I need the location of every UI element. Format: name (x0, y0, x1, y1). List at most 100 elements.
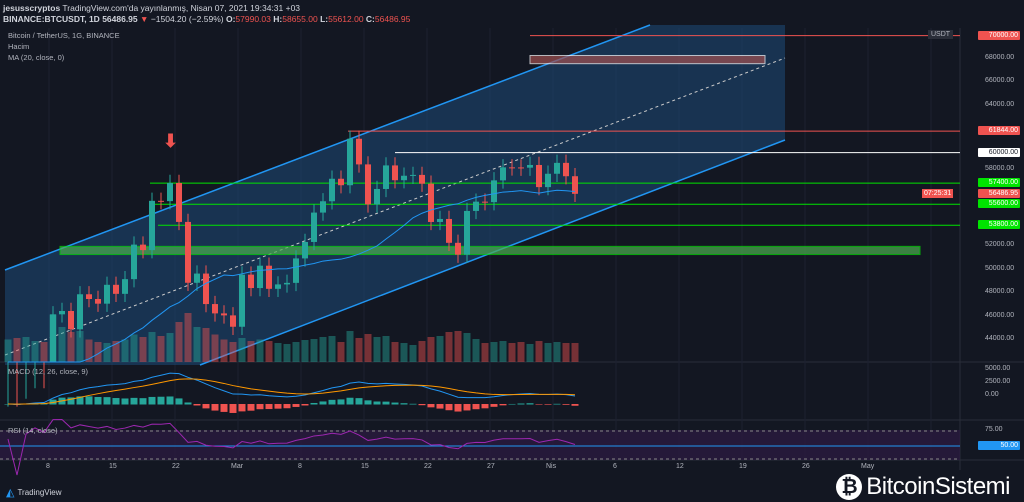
volume-bar (463, 333, 471, 362)
volume-bar (418, 341, 426, 362)
candle (545, 173, 551, 188)
down-arrow-icon: ⬇ (163, 131, 178, 151)
volume-bar (274, 343, 282, 362)
candle (365, 164, 371, 205)
price-tick: 50000.00 (985, 264, 1015, 272)
candle (464, 210, 470, 255)
price-tick: 64000.00 (985, 100, 1015, 108)
level-price-tag: 60000.00 (978, 147, 1020, 157)
volume-bar (328, 336, 336, 362)
volume-bar (481, 343, 489, 362)
macd-histogram-bar (400, 403, 408, 405)
legend-volume: Hacim (8, 42, 30, 51)
volume-bar (499, 341, 507, 362)
level-price-tag: 70000.00 (978, 30, 1020, 40)
candle (563, 162, 569, 177)
candle (473, 201, 479, 211)
time-tick: 15 (109, 463, 117, 470)
volume-bar (337, 342, 345, 362)
volume-bar (373, 337, 381, 362)
macd-histogram-bar (184, 402, 192, 405)
currency-badge[interactable]: USDT (928, 30, 954, 39)
macd-histogram-bar (382, 401, 390, 405)
candle (86, 294, 92, 300)
volume-bar (364, 334, 372, 362)
macd-histogram-bar (409, 403, 417, 405)
candle (140, 244, 146, 251)
price-tick: 58000.00 (985, 165, 1015, 172)
volume-bar (553, 342, 561, 362)
macd-histogram-bar (67, 397, 75, 405)
macd-histogram-bar (301, 404, 309, 406)
volume-bar (76, 331, 84, 362)
macd-tick: 0.00 (985, 391, 999, 398)
candle (257, 265, 263, 289)
macd-tick: 2500.00 (985, 378, 1011, 385)
candle (482, 201, 488, 203)
volume-bar (292, 342, 300, 362)
time-tick: May (861, 463, 875, 470)
o-label: O: (225, 14, 236, 24)
high: 58655.00 (282, 14, 318, 24)
volume-bar (22, 337, 30, 362)
resistance-zone (529, 54, 766, 65)
candle (509, 167, 515, 169)
volume-bar (238, 338, 246, 362)
volume-bar (139, 337, 147, 362)
candle (194, 273, 200, 283)
candle (248, 274, 254, 289)
volume-bar (211, 334, 219, 362)
candle (392, 165, 398, 181)
candle (329, 178, 335, 202)
volume-bar (283, 344, 291, 362)
candle (446, 218, 452, 243)
macd-histogram-bar (517, 403, 525, 405)
candle (158, 200, 164, 202)
ma-line (8, 189, 576, 363)
macd-histogram-bar (148, 396, 156, 405)
countdown-tag: 07:25:31 (922, 189, 954, 198)
candle (491, 180, 497, 203)
legend-rsi: RSI (14, close) (8, 426, 58, 435)
macd-histogram-bar (211, 404, 219, 411)
price-tick: 48000.00 (985, 288, 1015, 296)
volume-bar (175, 322, 183, 362)
rsi-line (7, 419, 576, 476)
bitcoin-icon: ₿ (836, 474, 863, 500)
macd-line (7, 372, 576, 405)
candle (500, 167, 506, 181)
volume-bar (319, 337, 327, 362)
candle (437, 218, 443, 222)
macd-histogram-bar (562, 404, 570, 405)
volume-bar (58, 327, 66, 362)
volume-bar (112, 341, 120, 362)
macd-histogram-bar (157, 396, 165, 405)
price-tick: 46000.00 (985, 311, 1015, 319)
candle (104, 284, 110, 304)
candle (293, 258, 299, 283)
candle (428, 183, 434, 222)
time-tick: 6 (613, 463, 617, 470)
candle (302, 241, 308, 259)
candle (131, 244, 137, 280)
publisher: jesusscryptos (3, 3, 61, 13)
volume-bar (121, 339, 129, 362)
candle (572, 176, 578, 194)
time-tick: 19 (739, 463, 747, 470)
volume-bar (85, 339, 93, 362)
macd-histogram-bar (247, 404, 255, 411)
open: 57990.03 (235, 14, 271, 24)
volume-bar (40, 342, 48, 362)
candle (338, 178, 344, 186)
macd-histogram-bar (175, 398, 183, 405)
volume-bar (229, 342, 237, 362)
volume-bar (508, 343, 516, 362)
macd-histogram-bar (229, 404, 237, 413)
volume-bar (382, 336, 390, 362)
tradingview-icon: ◭ (6, 487, 15, 499)
candle (419, 174, 425, 184)
candle (554, 162, 560, 174)
candle (230, 315, 236, 327)
tradingview-logo[interactable]: ◭ TradingView (6, 486, 62, 499)
